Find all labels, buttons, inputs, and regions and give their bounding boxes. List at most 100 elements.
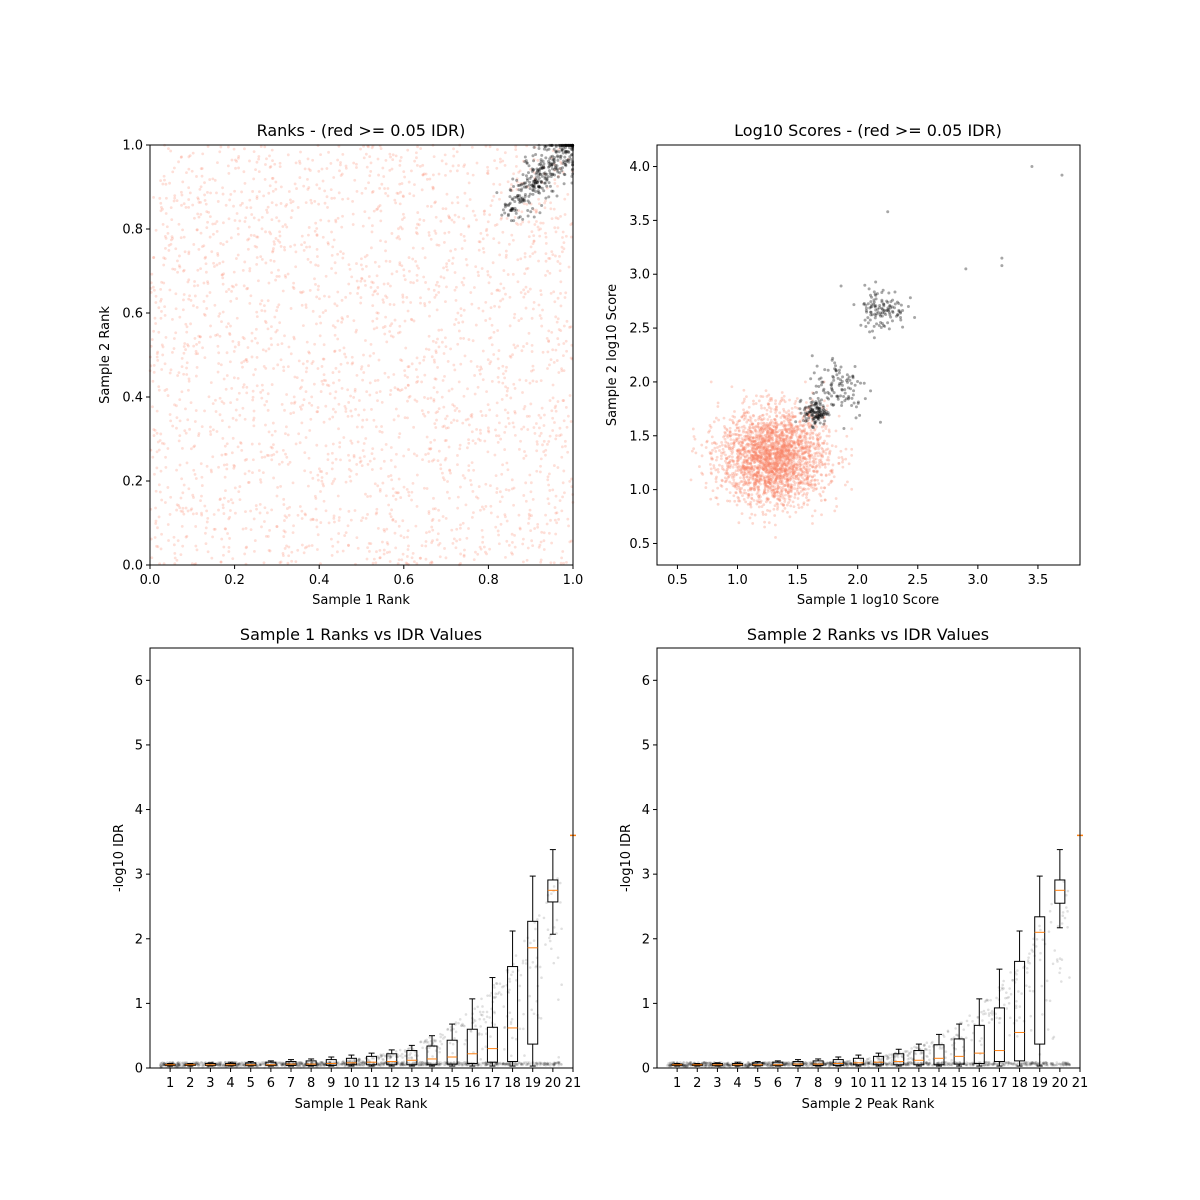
rank-point-black — [552, 147, 556, 151]
rank-point-red — [434, 232, 438, 235]
score-point-red — [817, 451, 821, 455]
rank-point-red — [511, 272, 515, 276]
rank-point-red — [502, 269, 506, 272]
rank-point-black — [513, 206, 517, 210]
rank-point-red — [400, 264, 404, 268]
rank-point-red — [427, 460, 431, 463]
rank-point-red — [492, 182, 496, 186]
rank-point-red — [157, 306, 161, 310]
rank-point-red — [353, 178, 357, 182]
score-point-red — [765, 452, 769, 456]
rank-point-red — [524, 285, 528, 289]
rank-point-red — [221, 260, 225, 264]
score-point-red — [713, 446, 717, 450]
rank-point-red — [270, 383, 274, 386]
rank-point-red — [255, 263, 259, 266]
rank-point-red — [510, 183, 513, 186]
rank-point-red — [443, 458, 447, 462]
score-point-red — [807, 407, 810, 411]
rank-point-red — [230, 284, 234, 288]
rank-point-red — [257, 469, 261, 472]
rank-point-red — [423, 414, 427, 418]
rank-point-red — [204, 255, 208, 259]
rank-point-red — [379, 147, 383, 150]
rank-point-red — [553, 178, 557, 182]
rank-point-black — [527, 164, 531, 168]
rank-point-black — [540, 166, 544, 170]
rank-point-red — [553, 168, 557, 172]
rank-point-red — [227, 517, 231, 521]
rank-point-red — [322, 420, 326, 424]
rank-point-red — [304, 390, 308, 394]
rank-point-red — [285, 225, 289, 229]
rank-point-red — [304, 201, 308, 205]
rank-point-red — [316, 288, 320, 292]
rank-point-red — [268, 165, 272, 169]
rank-point-red — [478, 240, 482, 244]
rank-point-red — [182, 293, 186, 296]
rank-point-red — [208, 215, 212, 219]
rank-point-red — [187, 379, 191, 383]
rank-point-red — [362, 156, 366, 160]
rank-point-red — [240, 449, 244, 452]
rank-point-red — [270, 201, 274, 205]
rank-point-red — [219, 497, 222, 501]
rank-point-red — [294, 560, 298, 564]
rank-point-red — [387, 475, 390, 478]
rank-point-red — [301, 403, 305, 407]
rank-point-red — [200, 513, 204, 517]
rank-point-red — [523, 255, 527, 259]
score-point-red — [752, 499, 756, 502]
rank-point-red — [389, 459, 393, 462]
score-point-red — [819, 473, 823, 476]
rank-point-red — [166, 486, 170, 489]
rank-point-black — [523, 155, 527, 159]
rank-point-red — [445, 265, 448, 269]
score-point-red — [763, 486, 767, 490]
rank-point-red — [215, 263, 219, 267]
rank-point-black — [510, 207, 514, 211]
rank-point-black — [531, 188, 535, 192]
rank-point-red — [570, 477, 573, 481]
rank-point-red — [310, 395, 314, 399]
rank-point-red — [392, 303, 396, 307]
rank-point-red — [386, 194, 390, 198]
rank-point-red — [521, 560, 525, 564]
rank-point-red — [490, 292, 494, 296]
rank-point-red — [462, 554, 466, 558]
score-point-red — [771, 428, 774, 432]
rank-point-red — [501, 230, 505, 234]
score-point-red — [793, 443, 797, 447]
rank-point-red — [476, 496, 480, 500]
rank-point-red — [544, 252, 548, 256]
score-point-red — [774, 433, 777, 437]
ranks-scatter-points — [148, 143, 575, 567]
rank-point-red — [476, 385, 480, 389]
rank-point-red — [505, 519, 509, 523]
rank-point-red — [369, 170, 373, 173]
rank-point-red — [449, 169, 452, 173]
rank-point-red — [530, 343, 534, 347]
score-point-red — [813, 479, 817, 482]
rank-point-red — [559, 280, 563, 284]
score-point-red — [814, 457, 818, 461]
rank-point-red — [418, 556, 422, 560]
rank-point-red — [494, 474, 498, 478]
rank-point-red — [447, 230, 451, 234]
rank-point-red — [410, 169, 413, 173]
rank-point-red — [359, 459, 363, 463]
rank-point-red — [351, 212, 355, 216]
rank-point-red — [315, 525, 319, 529]
rank-point-red — [163, 257, 167, 261]
rank-point-red — [336, 158, 340, 162]
rank-point-red — [431, 528, 435, 532]
score-point-red — [743, 397, 746, 401]
rank-point-red — [395, 191, 399, 195]
rank-point-red — [358, 399, 361, 402]
score-point-red — [710, 472, 713, 476]
score-point-red — [791, 453, 795, 457]
rank-point-red — [243, 472, 247, 476]
score-point-red — [791, 500, 795, 504]
rank-point-red — [197, 432, 201, 435]
rank-point-black — [529, 174, 533, 178]
